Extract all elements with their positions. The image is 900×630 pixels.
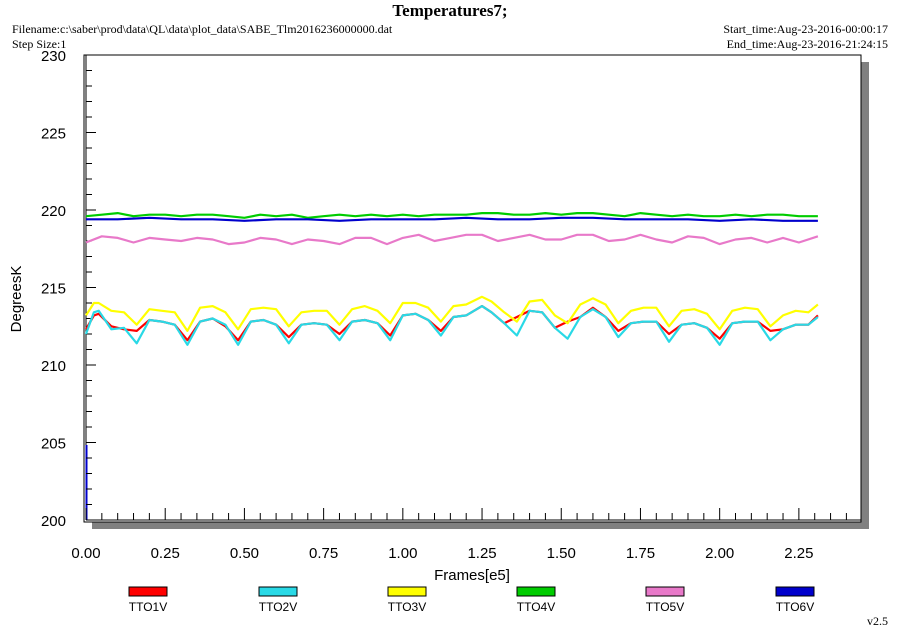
legend-label: TTO4V [517, 600, 555, 614]
x-tick-label: 0.25 [151, 545, 180, 562]
series-line-tto3v [85, 295, 819, 332]
plot-area [83, 54, 862, 523]
x-tick-label: 1.00 [388, 545, 417, 562]
series-line-tto5v [85, 233, 819, 246]
legend-swatch [516, 586, 556, 597]
series-layer [84, 212, 819, 346]
legend-label: TTO2V [259, 600, 297, 614]
x-tick-label: 1.50 [547, 545, 576, 562]
x-tick-label: 1.25 [467, 545, 496, 562]
y-tick-label: 230 [41, 48, 66, 65]
legend: TTO1V TTO2V TTO3V TTO4V TTO5V TTO6V [128, 586, 815, 614]
x-tick-label: 1.75 [626, 545, 655, 562]
y-tick-label: 200 [41, 513, 66, 530]
y-tick-label: 215 [41, 281, 66, 298]
legend-swatch [645, 586, 685, 597]
legend-label: TTO6V [776, 600, 814, 614]
y-tick-label: 225 [41, 126, 66, 143]
start-time-label: Start_time:Aug-23-2016-00:00:17 [723, 22, 888, 36]
legend-label: TTO1V [129, 600, 167, 614]
legend-label: TTO3V [388, 600, 426, 614]
x-tick-label: 0.50 [230, 545, 259, 562]
legend-swatch [128, 586, 168, 597]
legend-swatch [258, 586, 298, 597]
x-axis-label: Frames[e5] [434, 567, 510, 584]
x-tick-label: 2.25 [784, 545, 813, 562]
chart-title: Temperatures7; [392, 1, 508, 20]
y-axis-label: DegreesK [8, 266, 25, 333]
filename-label: Filename:c:\saber\prod\data\QL\data\plot… [12, 22, 393, 36]
y-axis: 200 205 210 215 220 225 230 [41, 48, 96, 530]
end-time-label: End_time:Aug-23-2016-21:24:15 [726, 37, 888, 51]
legend-label: TTO5V [646, 600, 684, 614]
x-tick-label: 0.75 [309, 545, 338, 562]
series-line-tto4v [85, 212, 818, 219]
step-size-label: Step Size:1 [12, 37, 67, 51]
y-tick-label: 220 [41, 203, 66, 220]
series-line-tto2v [84, 305, 819, 346]
legend-swatch [775, 586, 815, 597]
x-tick-label: 2.00 [705, 545, 734, 562]
series-line-tto6v [86, 216, 818, 222]
y-tick-label: 205 [41, 436, 66, 453]
y-tick-label: 210 [41, 358, 66, 375]
x-axis: 0.00 0.25 0.50 0.75 1.00 1.25 1.50 1.75 2.00 2.25 [71, 508, 861, 562]
x-tick-label: 0.00 [71, 545, 100, 562]
legend-swatch [387, 586, 427, 597]
version-label: v2.5 [867, 614, 888, 628]
